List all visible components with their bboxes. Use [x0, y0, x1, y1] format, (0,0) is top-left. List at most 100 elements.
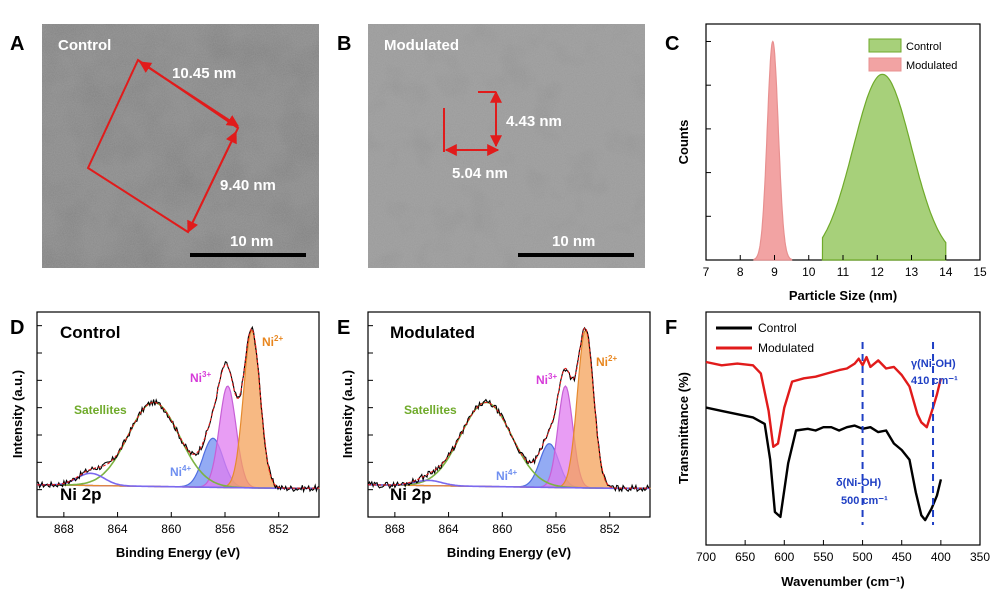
panel-letter-F: F: [665, 317, 677, 339]
x-tick-label: 350: [970, 550, 990, 564]
x-tick-label: 11: [837, 265, 850, 279]
x-tick-label: 600: [774, 550, 794, 564]
x-tick-label: 12: [871, 265, 885, 279]
peak-label-ni4: Ni4+: [496, 468, 517, 483]
peak-label-ni2-base: Ni: [596, 355, 608, 369]
legend: Control Modulated: [716, 321, 814, 355]
y-axis-label: Counts: [676, 120, 691, 165]
tem-title: Modulated: [384, 37, 459, 54]
x-tick-label: 14: [939, 265, 953, 279]
y-axis-label: Intensity (a.u.): [10, 370, 25, 458]
x-tick-label: 860: [492, 522, 512, 536]
panel-letter-A: A: [10, 33, 24, 55]
peak-label-ni2-sup: 2+: [608, 354, 617, 363]
fitted-envelope: [36, 328, 319, 489]
x-tick-label: 860: [161, 522, 181, 536]
dimension-label-1: 4.43 nm: [506, 113, 562, 130]
x-tick-label: 8: [737, 265, 744, 279]
sample-title: Modulated: [390, 323, 475, 342]
element-label: Ni 2p: [60, 485, 102, 504]
component-ni4plus: [368, 443, 650, 489]
peak-label-ni3-sup: 3+: [202, 370, 211, 379]
legend-swatch-modulated: [868, 57, 902, 72]
x-tick-label: 13: [905, 265, 919, 279]
panel-letter-D: D: [10, 317, 24, 339]
particle-outline: [86, 58, 240, 234]
x-axis-label: Binding Energy (eV): [447, 545, 571, 560]
x-tick-label: 15: [973, 265, 987, 279]
peak-label-ni3-base: Ni: [190, 371, 202, 385]
peak-label-ni4-base: Ni: [496, 469, 508, 483]
annotation-gamma-label: γ(Ni-OH): [911, 358, 956, 370]
peak-label-ni2: Ni2+: [596, 354, 617, 369]
dimension-label-1: 10.45 nm: [172, 65, 236, 82]
x-tick-label: 852: [600, 522, 620, 536]
legend-label-control: Control: [906, 41, 941, 53]
component-minor: [36, 472, 319, 490]
peak-label-ni2-sup: 2+: [274, 334, 283, 343]
x-tick-label: 864: [108, 522, 128, 536]
x-tick-label: 700: [696, 550, 716, 564]
dimension-arrow-2: [187, 130, 237, 234]
peak-label-ni2-base: Ni: [262, 335, 274, 349]
plot-frame: [36, 311, 320, 518]
peak-label-ni3-base: Ni: [536, 373, 548, 387]
legend-label-control: Control: [758, 321, 797, 335]
x-tick-label: 856: [546, 522, 566, 536]
peak-label-satellites: Satellites: [404, 403, 457, 417]
y-axis-label: Intensity (a.u.): [340, 370, 355, 458]
peak-label-ni3: Ni3+: [190, 370, 211, 385]
x-tick-label: 400: [931, 550, 951, 564]
x-tick-label: 7: [703, 265, 710, 279]
x-axis-label: Binding Energy (eV): [116, 545, 240, 560]
plot-frame: [367, 311, 651, 518]
peak-label-ni4-sup: 4+: [508, 468, 517, 477]
scalebar: [190, 253, 306, 257]
spectrum-modulated: [705, 355, 943, 448]
panel-letter-C: C: [665, 33, 679, 55]
chart-xps-control: 868 864 860 856 852 Control Ni 2p Satellites…: [10, 311, 320, 560]
x-tick-label: 550: [813, 550, 833, 564]
plot-frame: [705, 311, 981, 546]
distribution-modulated: [753, 40, 793, 261]
scalebar-label: 10 nm: [230, 233, 273, 250]
x-axis-label: Wavenumber (cm⁻¹): [781, 574, 904, 589]
annotation-delta-label: δ(Ni-OH): [836, 477, 881, 489]
peak-label-ni4-base: Ni: [170, 465, 182, 479]
y-axis-label: Transmittance (%): [676, 372, 691, 484]
x-tick-label: 868: [385, 522, 405, 536]
annotation-delta-value: 500 cm⁻¹: [841, 495, 888, 507]
peak-label-ni3-sup: 3+: [548, 372, 557, 381]
legend-swatch-control: [868, 38, 902, 53]
peak-label-satellites: Satellites: [74, 403, 127, 417]
dimension-label-2: 5.04 nm: [452, 165, 508, 182]
panel-letter-B: B: [337, 33, 351, 55]
annotation-gamma-value: 410 cm⁻¹: [911, 375, 958, 387]
x-tick-label: 500: [853, 550, 873, 564]
x-tick-label: 868: [54, 522, 74, 536]
panel-letter-E: E: [337, 317, 350, 339]
component-ni4plus: [37, 437, 319, 489]
dimension-label-2: 9.40 nm: [220, 177, 276, 194]
x-tick-label: 852: [269, 522, 289, 536]
component-minor: [367, 479, 650, 490]
chart-xps-modulated: 868 864 860 856 852 Modulated Ni 2p Satellit…: [340, 311, 651, 560]
x-axis-label: Particle Size (nm): [789, 288, 897, 303]
scalebar: [518, 253, 634, 257]
chart-particle-size: 7 8 9 10 11 12 13 14 15 Control Modulated Partic…: [676, 23, 987, 303]
legend-label-modulated: Modulated: [758, 341, 814, 355]
peak-label-ni4: Ni4+: [170, 464, 191, 479]
x-tick-label: 650: [735, 550, 755, 564]
tem-image-modulated: Modulated 4.43 nm 5.04 nm 10 nm: [368, 24, 645, 268]
peak-label-ni2: Ni2+: [262, 334, 283, 349]
tem-image-control: Control 10.45 nm 9.40 nm 10 nm: [42, 24, 319, 268]
peak-label-ni3: Ni3+: [536, 372, 557, 387]
sample-title: Control: [60, 323, 120, 342]
distribution-control: [821, 73, 947, 261]
peak-label-ni4-sup: 4+: [182, 464, 191, 473]
scalebar-label: 10 nm: [552, 233, 595, 250]
legend-label-modulated: Modulated: [906, 60, 957, 72]
spectrum-control: [705, 406, 943, 522]
x-tick-label: 10: [802, 265, 816, 279]
